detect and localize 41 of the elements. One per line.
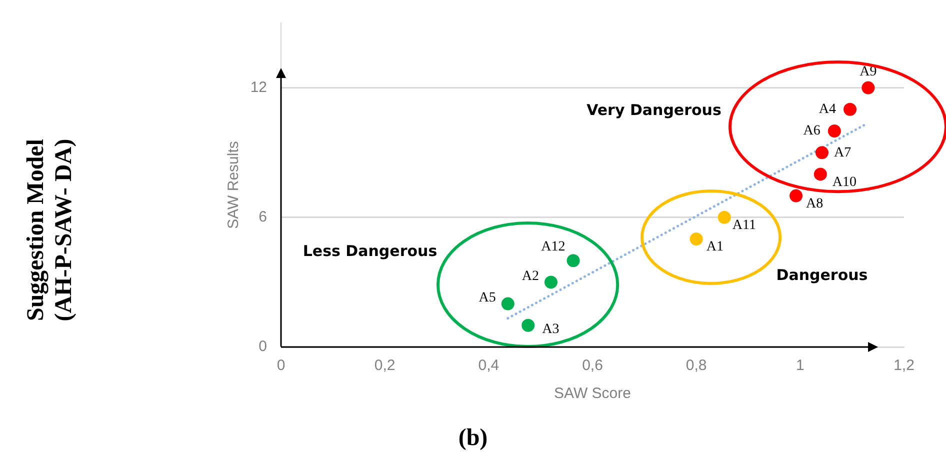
- point: [814, 168, 827, 181]
- data-label: A7: [834, 145, 852, 160]
- x-axis-title: SAW Score: [554, 385, 631, 402]
- data-label: A10: [832, 174, 857, 190]
- point: [522, 318, 535, 332]
- data-label: A8: [806, 196, 824, 212]
- y-tick-label: 12: [250, 78, 267, 96]
- data-label: A6: [803, 124, 820, 139]
- point: [718, 210, 731, 224]
- point: [862, 81, 875, 94]
- x-tick-label: 0,2: [374, 357, 396, 374]
- annotation: Very Dangerous: [586, 100, 722, 119]
- x-tick-label: 0: [276, 357, 286, 374]
- annotation: Less Dangerous: [302, 242, 438, 260]
- point: [828, 124, 841, 138]
- point: [844, 102, 857, 116]
- point: [815, 146, 828, 160]
- y-axis-title: SAW Results: [225, 141, 242, 229]
- y-tick-label: 0: [258, 338, 267, 356]
- data-label: A5: [478, 290, 496, 306]
- data-label: A3: [542, 322, 560, 338]
- x-tick-label: 0,6: [582, 357, 603, 374]
- point: [501, 297, 514, 310]
- y-tick-label: 6: [258, 208, 267, 226]
- data-label: A4: [818, 102, 836, 118]
- x-tick-label: 0,8: [686, 357, 707, 374]
- point: [544, 276, 558, 289]
- text: Suggestion Model (AH-P-SAW- DA): [22, 138, 78, 322]
- data-label: A11: [732, 218, 756, 234]
- x-tick-label: 0,4: [478, 357, 500, 374]
- point: [790, 189, 803, 202]
- data-label: A2: [522, 268, 539, 284]
- text: (b): [457, 425, 489, 452]
- point: [690, 232, 703, 246]
- x-tick-label: 1: [796, 357, 804, 374]
- point: [566, 254, 580, 268]
- x-tick-label: 1,2: [894, 357, 914, 374]
- data-label: A1: [706, 240, 724, 255]
- data-label: A9: [860, 64, 877, 80]
- data-label: A12: [541, 239, 566, 254]
- annotation: Dangerous: [776, 266, 868, 284]
